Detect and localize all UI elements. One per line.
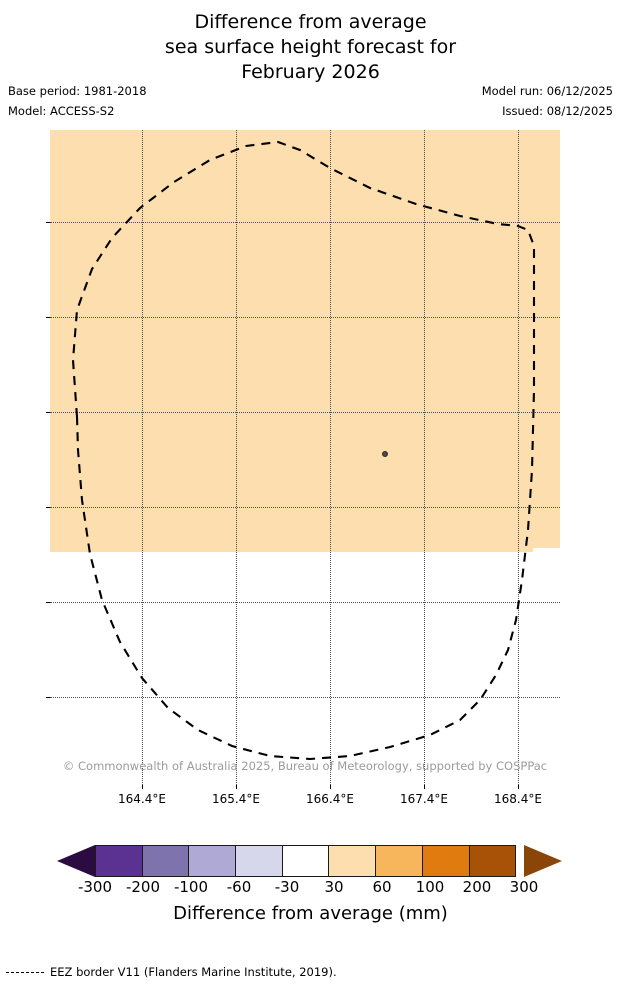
footer-legend-text: EEZ border V11 (Flanders Marine Institut… (50, 965, 337, 979)
colorbar-tick-label: 100 (415, 878, 445, 896)
colorbar-tick-label: 200 (462, 878, 492, 896)
x-tick-mark (142, 785, 143, 789)
colorbar-bands (95, 845, 517, 877)
colorbar-band (468, 845, 517, 877)
colorbar-tick-label: -30 (274, 878, 300, 896)
longitude-gridline (142, 130, 143, 785)
longitude-gridline (330, 130, 331, 785)
latitude-gridline (50, 697, 560, 698)
latitude-gridline (50, 317, 560, 318)
longitude-gridline (518, 130, 519, 785)
longitude-gridline (424, 130, 425, 785)
colorbar-extend-low-arrow (57, 845, 95, 877)
title-line-3: February 2026 (241, 61, 380, 83)
eez-border-overlay (71, 140, 536, 761)
colorbar-tick-label: 30 (324, 878, 344, 896)
longitude-gridline (236, 130, 237, 785)
colorbar-band (188, 845, 237, 877)
colorbar-tick-label: 60 (372, 878, 392, 896)
x-tick-mark (236, 785, 237, 789)
colorbar-band (328, 845, 377, 877)
colorbar-band (281, 845, 330, 877)
x-tick-label: 165.4°E (212, 792, 260, 806)
y-tick-mark (46, 317, 50, 318)
map-attribution: © Commonwealth of Australia 2025, Bureau… (62, 759, 548, 773)
x-tick-label: 168.4°E (494, 792, 542, 806)
island-marker (382, 451, 388, 457)
footer-legend: EEZ border V11 (Flanders Marine Institut… (6, 965, 337, 979)
latitude-gridline (50, 507, 560, 508)
latitude-gridline (50, 602, 560, 603)
x-tick-mark (518, 785, 519, 789)
x-tick-mark (330, 785, 331, 789)
colorbar-band (95, 845, 143, 877)
model-label: Model: ACCESS-S2 (8, 104, 115, 118)
page-title: Difference from average sea surface heig… (0, 10, 621, 85)
y-tick-mark (46, 507, 50, 508)
colorbar-tick-label: -100 (173, 878, 209, 896)
ssh-anomaly-shading (50, 130, 560, 548)
title-line-1: Difference from average (194, 11, 427, 33)
y-tick-mark (46, 222, 50, 223)
y-tick-mark (46, 697, 50, 698)
colorbar-band (235, 845, 283, 877)
colorbar-band (375, 845, 423, 877)
x-tick-label: 164.4°E (118, 792, 166, 806)
latitude-gridline (50, 412, 560, 413)
x-tick-label: 167.4°E (400, 792, 448, 806)
map-plot-area (50, 130, 560, 785)
issued-label: Issued: 08/12/2025 (502, 104, 613, 118)
y-tick-mark (46, 602, 50, 603)
latitude-gridline (50, 222, 560, 223)
base-period-label: Base period: 1981-2018 (8, 84, 147, 98)
colorbar: -300 -200 -100 -60 -30 30 60 100 200 300 (0, 845, 621, 895)
colorbar-tick-label: 300 (509, 878, 539, 896)
dashed-line-swatch (6, 971, 44, 973)
x-tick-mark (424, 785, 425, 789)
colorbar-tick-label: -60 (226, 878, 252, 896)
colorbar-band (141, 845, 190, 877)
title-line-2: sea surface height forecast for (164, 36, 457, 58)
eez-border-path (71, 140, 536, 761)
model-run-label: Model run: 06/12/2025 (481, 84, 613, 98)
y-tick-mark (46, 412, 50, 413)
ssh-anomaly-shading-lower (50, 548, 533, 552)
colorbar-extend-high-arrow (524, 845, 562, 877)
colorbar-tick-label: -200 (125, 878, 161, 896)
colorbar-axis-title: Difference from average (mm) (173, 903, 448, 924)
colorbar-band (421, 845, 470, 877)
x-tick-label: 166.4°E (306, 792, 354, 806)
colorbar-tick-label: -300 (77, 878, 113, 896)
